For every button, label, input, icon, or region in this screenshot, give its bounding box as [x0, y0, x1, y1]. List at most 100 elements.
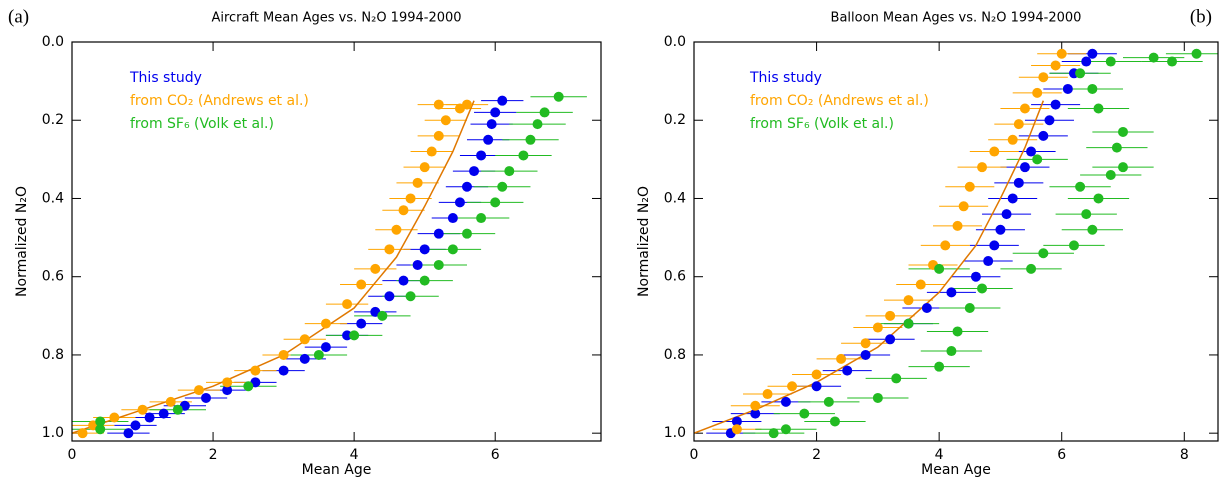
point: [750, 400, 761, 411]
panel-label: (b): [1190, 6, 1212, 27]
legend-entry: from CO₂ (Andrews et al.): [130, 93, 309, 109]
point: [811, 369, 822, 380]
point: [1087, 83, 1098, 94]
point: [433, 130, 444, 141]
point: [77, 428, 88, 439]
point: [553, 91, 564, 102]
x-tick-label: 2: [209, 447, 218, 463]
x-tick-label: 6: [1057, 447, 1066, 463]
y-tick-label: 0.6: [42, 269, 64, 285]
point: [989, 146, 1000, 157]
point: [1019, 103, 1030, 114]
point: [356, 318, 367, 329]
point: [1038, 72, 1049, 83]
point: [539, 107, 550, 118]
point: [1111, 142, 1122, 153]
point: [130, 420, 141, 431]
point: [1026, 263, 1037, 274]
point: [278, 349, 289, 360]
point: [426, 146, 437, 157]
point: [860, 338, 871, 349]
point: [278, 365, 289, 376]
x-tick-label: 4: [350, 447, 359, 463]
point: [885, 310, 896, 321]
point: [433, 99, 444, 110]
x-tick-label: 0: [68, 447, 77, 463]
point: [1148, 52, 1159, 63]
point: [384, 244, 395, 255]
y-tick-label: 1.0: [42, 425, 64, 441]
point: [989, 240, 1000, 251]
point: [799, 408, 810, 419]
point: [940, 240, 951, 251]
point: [1118, 162, 1129, 173]
point: [158, 408, 169, 419]
y-tick-label: 1.0: [664, 425, 686, 441]
point: [946, 287, 957, 298]
y-tick-label: 0.8: [664, 347, 686, 363]
point: [342, 330, 353, 341]
point: [1105, 170, 1116, 180]
point: [201, 392, 212, 403]
y-tick-label: 0.8: [42, 347, 64, 363]
point: [398, 275, 409, 286]
point: [504, 166, 515, 177]
y-axis-label: Normalized N₂O: [14, 186, 30, 297]
y-tick-label: 0.4: [664, 190, 686, 206]
point: [356, 279, 367, 290]
point: [433, 228, 444, 239]
point: [398, 205, 409, 216]
legend-entry: from SF₆ (Volk et al.): [130, 116, 274, 132]
point: [811, 381, 822, 392]
x-tick-label: 0: [690, 447, 699, 463]
point: [903, 295, 914, 306]
point: [970, 271, 981, 282]
axes-frame: [71, 41, 602, 442]
point: [469, 166, 480, 177]
point: [885, 334, 896, 345]
y-tick-label: 0.0: [42, 34, 64, 50]
point: [934, 361, 945, 372]
point: [476, 213, 487, 224]
point: [1038, 248, 1049, 259]
point: [1093, 103, 1104, 114]
x-tick-label: 8: [1180, 447, 1189, 463]
point: [1093, 193, 1104, 204]
point: [1044, 115, 1055, 126]
point: [952, 220, 963, 231]
point: [762, 389, 773, 400]
point: [525, 134, 536, 145]
y-axis-label: Normalized N₂O: [636, 186, 652, 297]
point: [787, 381, 798, 392]
x-tick-label: 4: [935, 447, 944, 463]
point: [1007, 134, 1018, 145]
panel-label: (a): [8, 6, 29, 27]
point: [1167, 56, 1178, 67]
point: [490, 197, 501, 208]
point: [964, 181, 975, 192]
point: [958, 201, 969, 212]
point: [1050, 99, 1061, 110]
y-tick-label: 0.4: [42, 190, 64, 206]
point: [391, 224, 402, 235]
point: [447, 213, 458, 224]
x-axis-label: Mean Age: [302, 462, 372, 478]
point: [165, 396, 176, 407]
point: [1013, 119, 1024, 130]
point: [299, 353, 310, 364]
point: [1062, 83, 1073, 94]
point: [412, 177, 423, 188]
legend-entry: from SF₆ (Volk et al.): [750, 116, 894, 132]
point: [823, 396, 834, 407]
point: [1026, 146, 1037, 157]
point: [144, 412, 155, 423]
point: [109, 412, 120, 423]
point: [222, 385, 233, 396]
point: [1087, 48, 1098, 59]
point: [377, 310, 388, 321]
axes-frame: [693, 41, 1219, 442]
y-tick-label: 0.2: [664, 112, 686, 128]
point: [137, 404, 148, 415]
